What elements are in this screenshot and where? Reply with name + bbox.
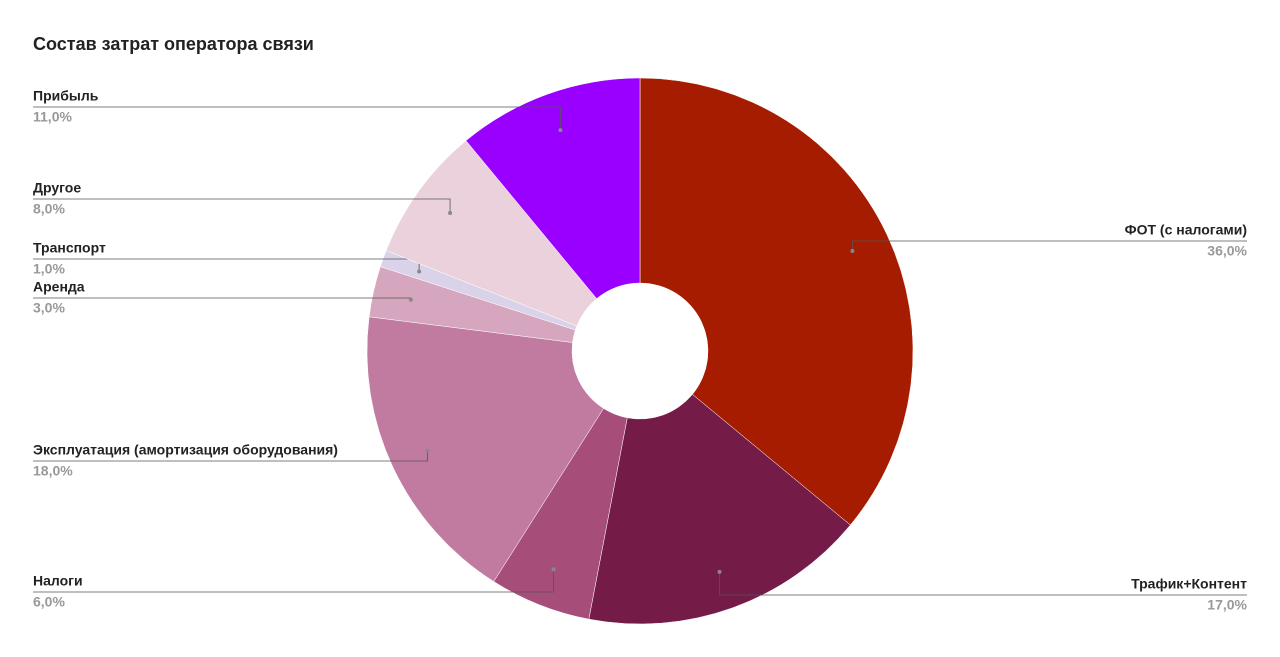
slice <box>465 77 641 299</box>
leader-dot <box>417 269 422 274</box>
leader-dot <box>850 249 855 254</box>
leader-dot <box>408 297 413 302</box>
slice-label: Аренда <box>33 279 85 295</box>
leader-line <box>33 106 561 131</box>
leader-line <box>719 571 1247 596</box>
slice-label: Транспорт <box>33 240 106 256</box>
slice-label: Эксплуатация (амортизация оборудования) <box>33 442 338 458</box>
leader-line <box>852 240 1247 252</box>
slice <box>366 316 604 582</box>
leader-line <box>33 569 554 593</box>
slice-label: Другое <box>33 180 81 196</box>
slice-label: ФОТ (с налогами) <box>1125 222 1247 238</box>
leader-line <box>33 450 428 462</box>
slice-value: 1,0% <box>33 261 65 277</box>
slice-value: 11,0% <box>33 109 72 125</box>
slice-label: Налоги <box>33 573 83 589</box>
leader-dot <box>551 567 556 572</box>
leader-dot <box>448 210 453 215</box>
slice-label: Трафик+Контент <box>1131 576 1247 592</box>
slice-value: 36,0% <box>1207 243 1247 259</box>
slice <box>385 140 598 327</box>
leader-dot <box>558 128 563 133</box>
slice-value: 18,0% <box>33 463 73 479</box>
chart-title: Состав затрат оператора связи <box>33 34 314 54</box>
slice <box>639 77 914 526</box>
slice-value: 3,0% <box>33 300 65 316</box>
slice-label: Прибыль <box>33 88 99 104</box>
leader-dot <box>425 448 430 453</box>
slice-value: 6,0% <box>33 594 65 610</box>
slice-value: 8,0% <box>33 201 65 217</box>
leader-line <box>33 198 451 213</box>
slice-value: 17,0% <box>1207 597 1247 613</box>
leader-dot <box>717 569 722 574</box>
slice <box>588 393 851 625</box>
